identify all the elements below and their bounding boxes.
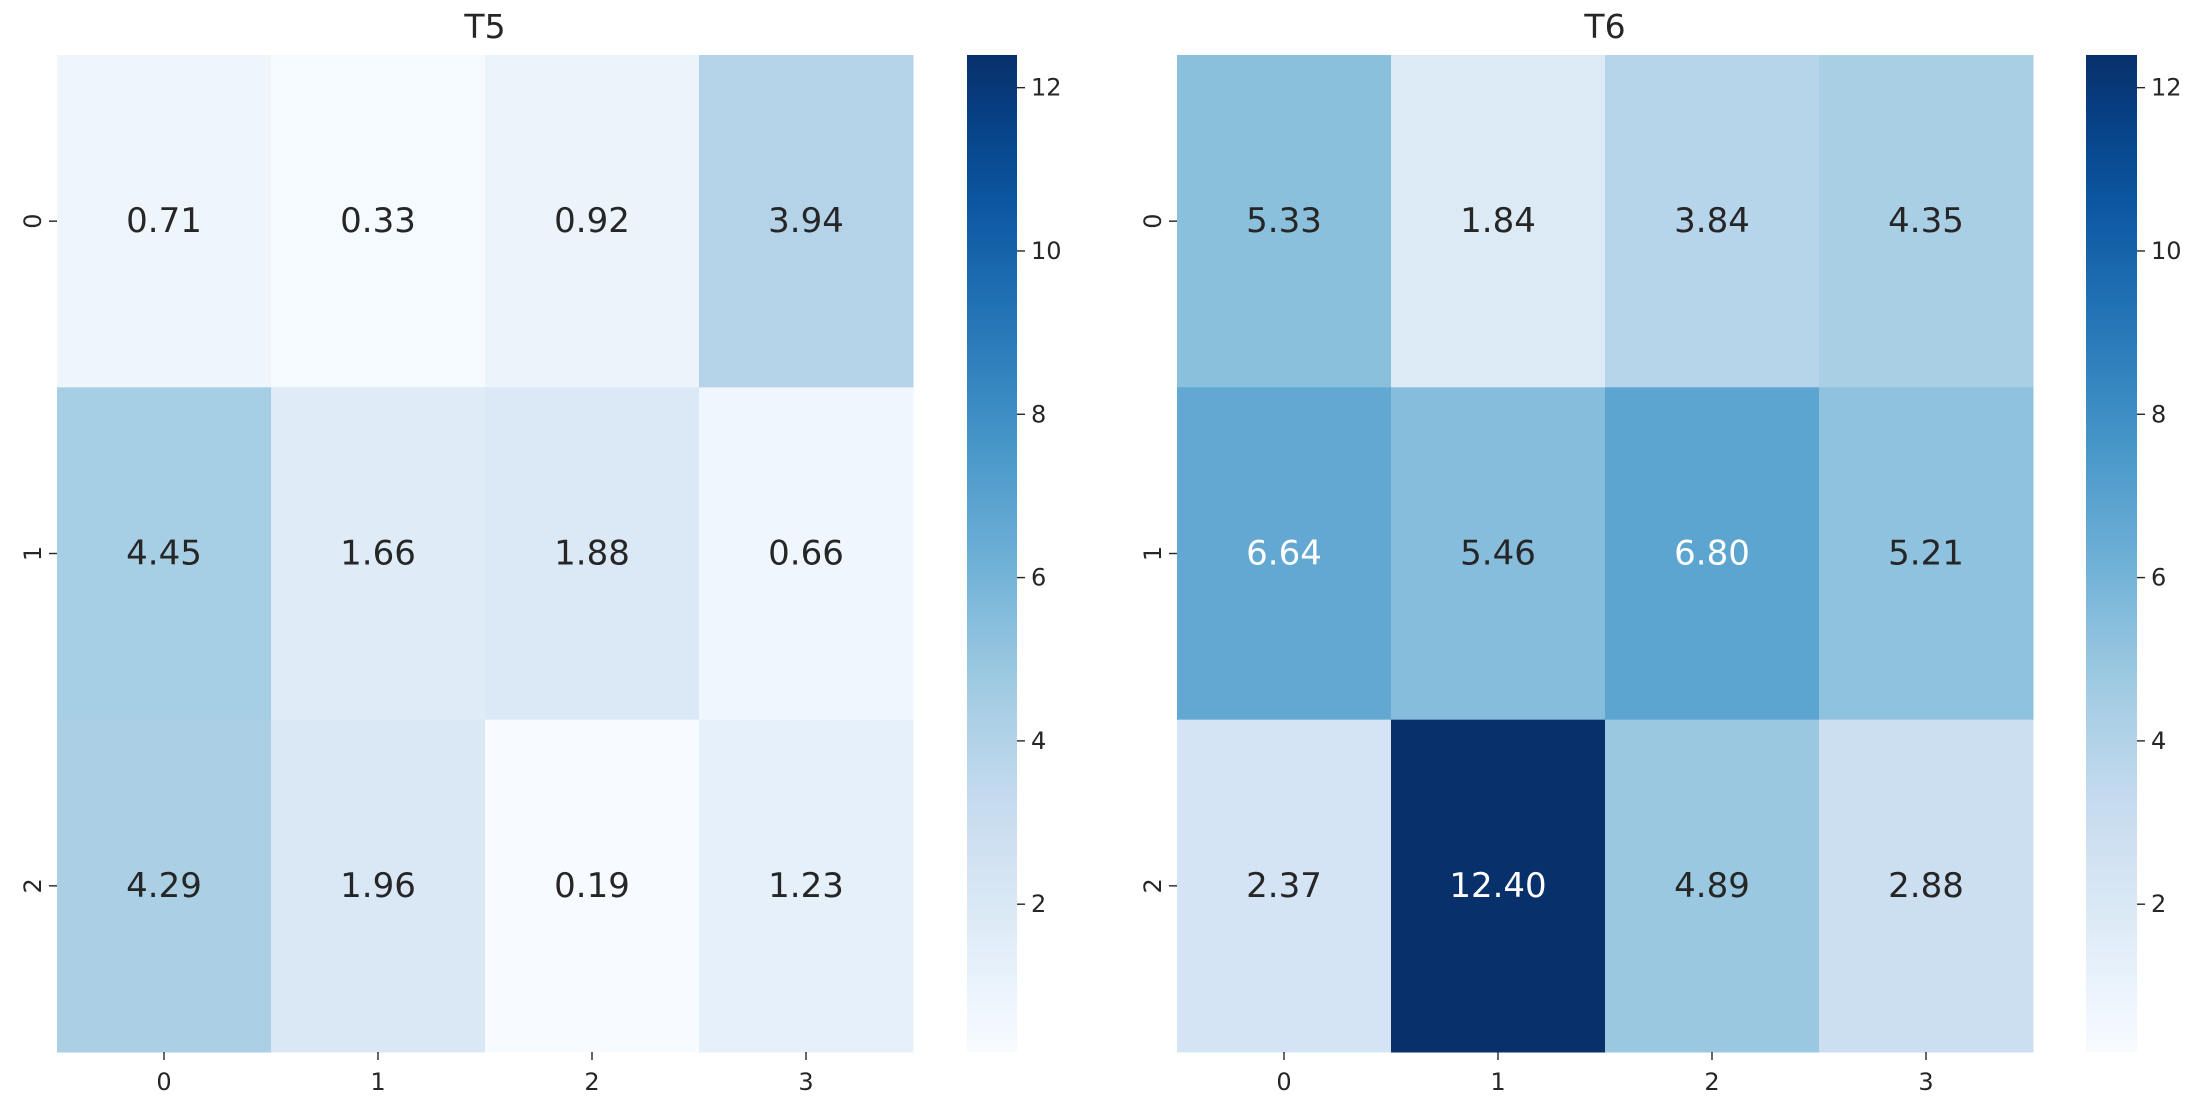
cell-value-label-r1-c1: 5.46 bbox=[1460, 534, 1536, 574]
colorbar-tick-label-0: 2 bbox=[1031, 890, 1046, 918]
heatmap-cell-r1-c2 bbox=[1605, 387, 1820, 721]
heatmap-cell-r1-c1 bbox=[271, 387, 486, 721]
cell-value-label-r1-c2: 6.80 bbox=[1674, 534, 1750, 574]
y-tick-label-0: 0 bbox=[1139, 214, 1167, 229]
heatmap-cell-r2-c3 bbox=[1819, 719, 2034, 1053]
y-tick-label-2: 2 bbox=[19, 878, 47, 893]
heatmap-panel-t5: T5 0.71 0.33 0.92 3.94 4.45 1.66 1.88 0.66 4.29 1… bbox=[19, 7, 1062, 1096]
x-tick-label-1: 1 bbox=[370, 1068, 385, 1096]
heatmap-cell-r0-c0 bbox=[1177, 55, 1392, 388]
heatmap-cell-r2-c0 bbox=[1177, 719, 1392, 1053]
heatmap-cell-r0-c3 bbox=[1819, 55, 2034, 388]
heatmap-cell-r1-c3 bbox=[1819, 387, 2034, 721]
colorbar-t6: 2 4 6 8 10 12 bbox=[2086, 55, 2182, 1052]
heatmap-cell-r0-c2 bbox=[485, 55, 700, 388]
heatmap-cell-r0-c1 bbox=[1391, 55, 1606, 388]
colorbar-tick-label-4: 10 bbox=[1031, 237, 1062, 265]
cell-value-label-r2-c3: 1.23 bbox=[768, 866, 844, 906]
cell-value-label-r0-c0: 0.71 bbox=[126, 201, 202, 241]
colorbar-t5: 2 4 6 8 10 12 bbox=[967, 55, 1062, 1052]
colorbar-tick-label-3: 8 bbox=[2151, 400, 2166, 428]
cell-value-label-r1-c3: 5.21 bbox=[1888, 534, 1964, 574]
heatmap-cell-r1-c3 bbox=[699, 387, 914, 721]
cell-value-label-r2-c1: 12.40 bbox=[1449, 866, 1546, 906]
cell-value-label-r2-c3: 2.88 bbox=[1888, 866, 1964, 906]
heatmap-cell-r2-c3 bbox=[699, 719, 914, 1053]
heatmap-cell-r0-c2 bbox=[1605, 55, 1820, 388]
heatmap-cell-r2-c2 bbox=[1605, 719, 1820, 1053]
x-tick-label-2: 2 bbox=[584, 1068, 599, 1096]
x-tick-label-2: 2 bbox=[1704, 1068, 1719, 1096]
colorbar-gradient bbox=[967, 55, 1017, 1052]
y-tick-label-0: 0 bbox=[19, 214, 47, 229]
colorbar-tick-label-2: 6 bbox=[2151, 564, 2166, 592]
x-axis-t6: 0 1 2 3 bbox=[1276, 1052, 1934, 1096]
cell-value-label-r1-c1: 1.66 bbox=[340, 534, 416, 574]
cell-value-label-r2-c0: 2.37 bbox=[1246, 866, 1322, 906]
heatmap-cell-r0-c3 bbox=[699, 55, 914, 388]
heatmap-cells-t6: 5.33 1.84 3.84 4.35 6.64 5.46 6.80 5.21 2.37 12.4… bbox=[1177, 55, 2034, 1053]
cell-value-label-r0-c0: 5.33 bbox=[1246, 201, 1322, 241]
y-tick-label-2: 2 bbox=[1139, 878, 1167, 893]
heatmap-cell-r2-c0 bbox=[57, 719, 272, 1053]
heatmap-cell-r1-c2 bbox=[485, 387, 700, 721]
colorbar-tick-label-1: 4 bbox=[1031, 727, 1046, 755]
heatmap-panel-t6: T6 5.33 1.84 3.84 4.35 6.64 5.46 6.80 5.21 2.37 1… bbox=[1139, 7, 2182, 1096]
cell-value-label-r0-c3: 3.94 bbox=[768, 201, 844, 241]
y-tick-label-1: 1 bbox=[19, 546, 47, 561]
cell-value-label-r1-c3: 0.66 bbox=[768, 534, 844, 574]
y-tick-label-1: 1 bbox=[1139, 546, 1167, 561]
x-tick-label-0: 0 bbox=[1276, 1068, 1291, 1096]
x-tick-label-0: 0 bbox=[156, 1068, 171, 1096]
heatmap-cell-r0-c0 bbox=[57, 55, 272, 388]
heatmap-cell-r0-c1 bbox=[271, 55, 486, 388]
x-tick-label-3: 3 bbox=[1918, 1068, 1933, 1096]
y-axis-t5: 0 1 2 bbox=[19, 214, 57, 893]
colorbar-tick-label-0: 2 bbox=[2151, 890, 2166, 918]
heatmap-cell-r1-c1 bbox=[1391, 387, 1606, 721]
heatmap-cell-r2-c1 bbox=[271, 719, 486, 1053]
colorbar-tick-label-4: 10 bbox=[2151, 237, 2182, 265]
cell-value-label-r0-c1: 0.33 bbox=[340, 201, 416, 241]
cell-value-label-r2-c0: 4.29 bbox=[126, 866, 202, 906]
cell-value-label-r0-c2: 0.92 bbox=[554, 201, 630, 241]
chart-title-t6: T6 bbox=[1583, 7, 1625, 46]
y-axis-t6: 0 1 2 bbox=[1139, 214, 1177, 893]
cell-value-label-r0-c3: 4.35 bbox=[1888, 201, 1964, 241]
heatmap-cells-t5: 0.71 0.33 0.92 3.94 4.45 1.66 1.88 0.66 4.29 1.96… bbox=[57, 55, 914, 1053]
heatmap-cell-r2-c2 bbox=[485, 719, 700, 1053]
cell-value-label-r2-c1: 1.96 bbox=[340, 866, 416, 906]
cell-value-label-r2-c2: 4.89 bbox=[1674, 866, 1750, 906]
x-tick-label-1: 1 bbox=[1490, 1068, 1505, 1096]
heatmap-cell-r1-c0 bbox=[57, 387, 272, 721]
colorbar-tick-label-3: 8 bbox=[1031, 400, 1046, 428]
cell-value-label-r1-c2: 1.88 bbox=[554, 534, 630, 574]
heatmap-cell-r1-c0 bbox=[1177, 387, 1392, 721]
x-axis-t5: 0 1 2 3 bbox=[156, 1052, 814, 1096]
colorbar-gradient bbox=[2086, 55, 2137, 1052]
x-tick-label-3: 3 bbox=[798, 1068, 813, 1096]
heatmap-cell-r2-c1 bbox=[1391, 719, 1606, 1053]
cell-value-label-r1-c0: 6.64 bbox=[1246, 534, 1322, 574]
colorbar-tick-label-5: 12 bbox=[1031, 74, 1062, 102]
cell-value-label-r0-c1: 1.84 bbox=[1460, 201, 1536, 241]
cell-value-label-r2-c2: 0.19 bbox=[554, 866, 630, 906]
colorbar-tick-label-1: 4 bbox=[2151, 727, 2166, 755]
colorbar-tick-label-5: 12 bbox=[2151, 74, 2182, 102]
cell-value-label-r1-c0: 4.45 bbox=[126, 534, 202, 574]
chart-title-t5: T5 bbox=[463, 7, 505, 46]
colorbar-tick-label-2: 6 bbox=[1031, 564, 1046, 592]
cell-value-label-r0-c2: 3.84 bbox=[1674, 201, 1750, 241]
